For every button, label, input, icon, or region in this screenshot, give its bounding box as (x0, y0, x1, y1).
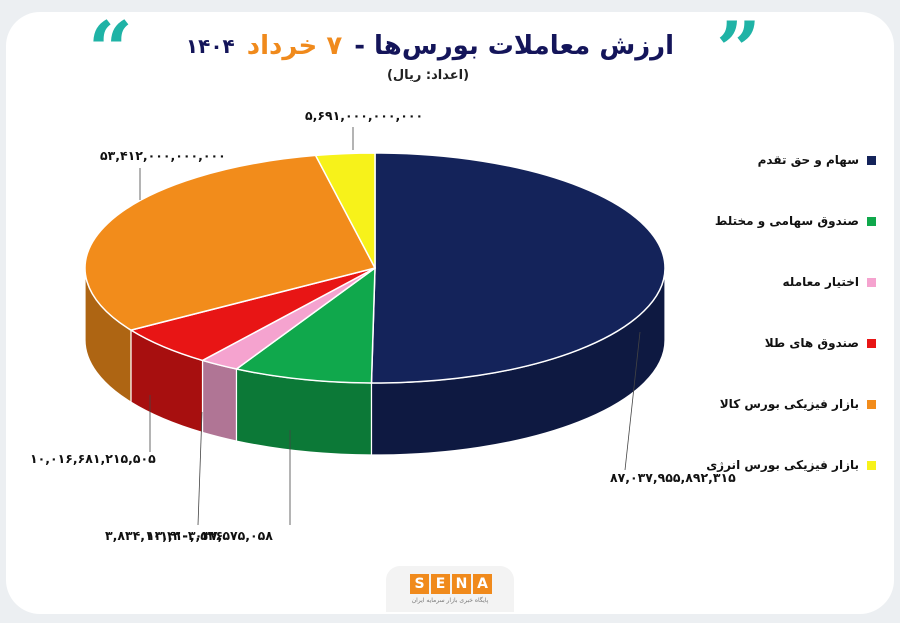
logo-letter: E (431, 574, 450, 594)
legend-label: بازار فیزیکی بورس انرژی (706, 458, 859, 472)
sena-logo: S E N A پایگاه خبری بازار سرمایه ایران (386, 566, 514, 612)
legend-item: بازار فیزیکی بورس کالا (716, 394, 876, 414)
title-year: ۱۴۰۴ (185, 34, 235, 58)
legend-item: اختیار معامله (716, 272, 876, 292)
legend-item: بازار فیزیکی بورس انرژی (706, 455, 876, 475)
quote-open-icon: “ (88, 5, 133, 96)
pie-sides (84, 267, 666, 456)
title-main: ارزش معاملات بورس‌ها - (354, 31, 675, 61)
value-label: ۱۳,۴۱۰,۰۳۷,۵۷۵,۰۵۸ (147, 528, 273, 543)
legend-swatch (867, 338, 876, 348)
logo-letters: S E N A (410, 574, 492, 594)
value-label: ۸۷,۰۳۷,۹۵۵,۸۹۲,۳۱۵ (610, 470, 736, 485)
logo-letter: N (452, 574, 471, 594)
pie-slice (84, 154, 377, 331)
pie-slice (234, 266, 376, 384)
value-label: ۵۳,۴۱۲,۰۰۰,۰۰۰,۰۰۰ (100, 148, 226, 163)
quote-close-icon: ” (716, 5, 761, 96)
legend-item: سهام و حق تقدم (716, 150, 876, 170)
title-date: ۷ خرداد (246, 31, 343, 61)
label-leaders (139, 127, 641, 526)
logo-letter: S (410, 574, 429, 594)
legend-swatch (867, 460, 876, 470)
pie-slices (84, 152, 666, 384)
legend-item: صندوق سهامی و مختلط (714, 211, 876, 231)
value-label: ۳,۸۳۴,۱۰۱,۳۰۳,۵۳۶ (105, 528, 223, 543)
value-labels: ۸۷,۰۳۷,۹۵۵,۸۹۲,۳۱۵ ۱۳,۴۱۰,۰۳۷,۵۷۵,۰۵۸۳,۸۳… (30, 108, 736, 543)
legend-label: بازار فیزیکی بورس کالا (719, 397, 859, 411)
legend-swatch (867, 399, 876, 409)
legend-label: صندوق سهامی و مختلط (714, 214, 859, 228)
pie-side-اختیار معامله (201, 359, 238, 442)
pie-slice (370, 152, 666, 384)
legend-label: اختیار معامله (782, 275, 859, 289)
legend-label: سهام و حق تقدم (757, 153, 859, 167)
value-label: ۵,۶۹۱,۰۰۰,۰۰۰,۰۰۰ (305, 108, 423, 123)
logo-subtitle: پایگاه خبری بازار سرمایه ایران (411, 597, 489, 604)
legend-swatch (867, 216, 876, 226)
leader-line (624, 331, 641, 471)
pie-slice (314, 152, 376, 269)
legend-swatch (867, 277, 876, 287)
legend-label: صندوق های طلا (764, 336, 859, 350)
leader-line (197, 411, 203, 526)
page-title: ۱۴۰۴ ۷ خرداد ارزش معاملات بورس‌ها - (180, 24, 680, 68)
legend-item: صندوق های طلا (716, 333, 876, 353)
legend-swatch (867, 155, 876, 165)
value-label: ۱۰,۰۱۶,۶۸۱,۲۱۵,۵۰۵ (30, 451, 156, 466)
logo-letter: A (473, 574, 492, 594)
unit-label: (اعداد: ریال) (386, 68, 470, 83)
